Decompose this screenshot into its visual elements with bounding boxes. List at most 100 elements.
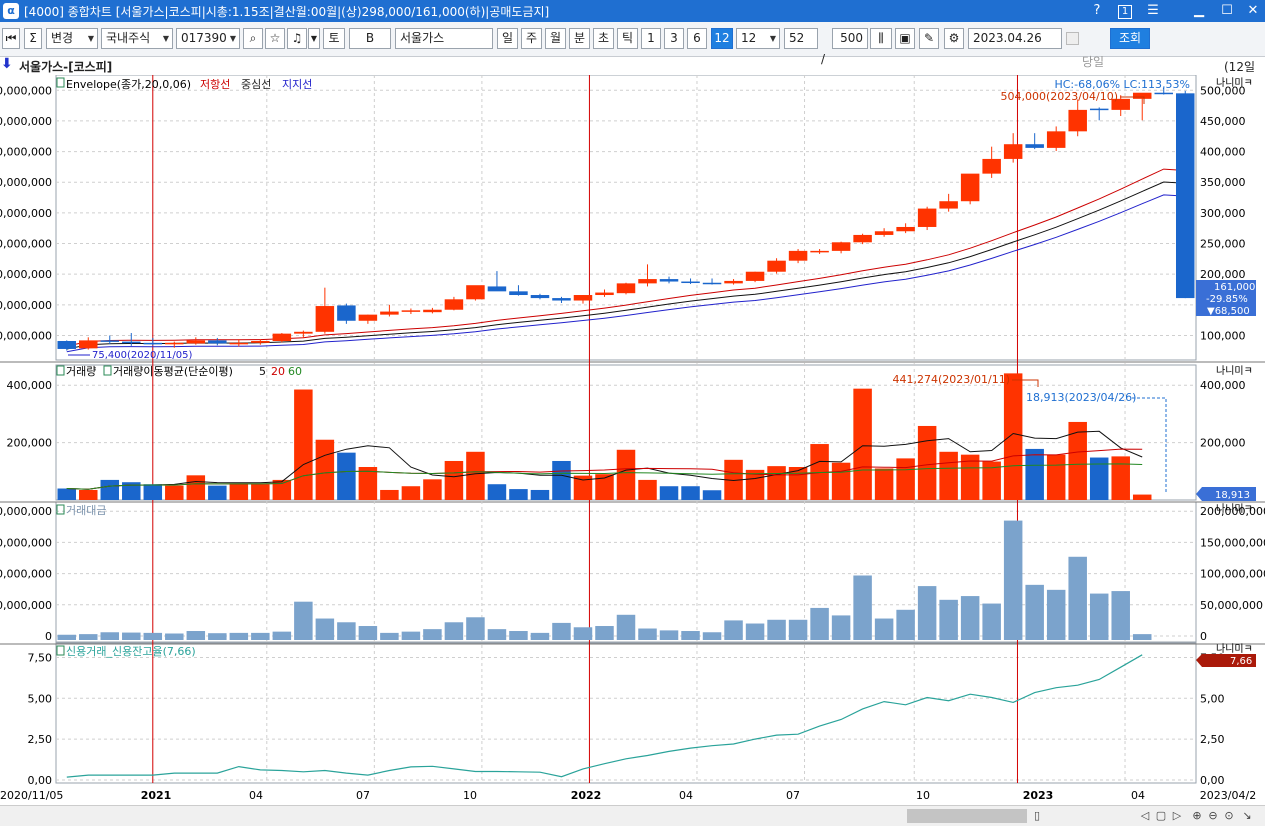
- scroll-end-icon[interactable]: ↘: [1242, 809, 1252, 822]
- max-count-input[interactable]: 500: [832, 28, 868, 49]
- same-day-label: 당일: [1082, 55, 1105, 69]
- maximize-icon[interactable]: ☐: [1221, 3, 1233, 18]
- volume-ma60-line: [66, 463, 1143, 490]
- period-minute-button[interactable]: 분: [569, 28, 590, 49]
- amount-bar: [681, 631, 700, 640]
- amount-y-tick-right: 0: [1200, 630, 1207, 643]
- price-candle: [960, 173, 980, 202]
- interval-select[interactable]: 12: [736, 28, 780, 49]
- period-12-button[interactable]: 12: [711, 28, 733, 49]
- volume-bar: [315, 439, 335, 500]
- scroll-right-icon[interactable]: ▷: [1172, 809, 1182, 822]
- code-select[interactable]: 017390: [176, 28, 240, 49]
- period-3-button[interactable]: 3: [664, 28, 684, 49]
- help-icon[interactable]: ?: [1093, 3, 1101, 18]
- price-candle: [1175, 93, 1195, 299]
- price-candle: [1025, 144, 1044, 148]
- b-button[interactable]: B: [349, 28, 391, 49]
- pen-icon[interactable]: ✎: [919, 28, 939, 49]
- save-icon[interactable]: ▣: [895, 28, 915, 49]
- volume-bar: [638, 479, 657, 500]
- amount-y-tick-right: 200,000,000: [1200, 505, 1265, 518]
- chevron-down-icon[interactable]: ▼: [308, 28, 320, 49]
- period-day-button[interactable]: 일: [497, 28, 518, 49]
- x-axis-label: 2020/11/05: [0, 789, 63, 802]
- amount-bar: [767, 619, 786, 640]
- amount-bar: [466, 617, 485, 640]
- volume-bar: [1068, 421, 1087, 500]
- price-high-pointer: [1120, 96, 1145, 104]
- volume-legend: 거래량: [66, 365, 96, 378]
- zoom-out-icon[interactable]: ⊖: [1208, 809, 1218, 822]
- zoom-reset-icon[interactable]: ⊙: [1224, 809, 1234, 822]
- sigma-icon[interactable]: Σ: [24, 28, 42, 49]
- period-1-button[interactable]: 1: [641, 28, 661, 49]
- price-candle: [982, 158, 1001, 174]
- date-input[interactable]: 2023.04.26: [968, 28, 1062, 49]
- x-axis-label: 07: [786, 789, 800, 802]
- scroll-start-icon[interactable]: ▯: [1033, 809, 1041, 822]
- horizontal-scrollbar[interactable]: ▯ ◁ ▢ ▷ ⊕ ⊖ ⊙ ↘: [0, 805, 1265, 826]
- price-candle: [444, 299, 464, 310]
- count-input[interactable]: 52: [784, 28, 818, 49]
- chart-canvas[interactable]: 500,000,000450,000,000400,000,000350,000…: [0, 75, 1265, 805]
- amount-y-tick-left: 50,000,000: [0, 599, 52, 612]
- change-select[interactable]: 변경: [46, 28, 98, 49]
- center-legend: 중심선: [241, 78, 271, 91]
- price-candle: [659, 279, 679, 282]
- volume-bar: [702, 490, 722, 500]
- period-week-button[interactable]: 주: [521, 28, 542, 49]
- to-button[interactable]: 토: [323, 28, 345, 49]
- price-candle: [1068, 109, 1087, 132]
- bell-icon[interactable]: ♫: [287, 28, 307, 49]
- minimize-icon[interactable]: ▁: [1194, 3, 1204, 18]
- x-axis-label: 10: [916, 789, 930, 802]
- first-icon[interactable]: ⏮: [2, 28, 20, 49]
- hc-lc-label: HC:-68,06% LC:113,53%: [1054, 78, 1190, 91]
- amount-bar: [896, 609, 915, 640]
- search-icon[interactable]: ⌕: [243, 28, 263, 49]
- amount-bar: [616, 614, 636, 640]
- volume-bar: [1132, 494, 1152, 500]
- amount-legend: 거래대금: [66, 504, 106, 517]
- price-y-tick-left: 300,000,000: [0, 207, 52, 220]
- volume-bar: [831, 462, 851, 500]
- amount-bar: [1068, 556, 1087, 640]
- market-select[interactable]: 국내주식: [101, 28, 173, 49]
- credit-ratio-line: [66, 654, 1143, 778]
- title-bar: α [4000] 종합차트 [서울가스|코스피|시총:1.15조|결산월:00월…: [0, 0, 1265, 22]
- menu-icon[interactable]: ☰: [1147, 3, 1159, 18]
- same-day-checkbox[interactable]: [1066, 32, 1079, 45]
- gear-icon[interactable]: ⚙: [944, 28, 964, 49]
- scrollbar-thumb[interactable]: [907, 809, 1027, 823]
- volume-bar: [874, 468, 894, 500]
- period-6-button[interactable]: 6: [687, 28, 707, 49]
- price-candle: [57, 340, 77, 349]
- price-y-tick-left: 350,000,000: [0, 176, 52, 189]
- query-button[interactable]: 조회: [1110, 28, 1150, 49]
- candle-type-icon[interactable]: ⫼: [870, 28, 892, 49]
- volume-bar: [401, 486, 421, 500]
- close-icon[interactable]: ✕: [1247, 3, 1259, 18]
- credit-y-tick-left: 7,50: [28, 651, 53, 664]
- zoom-in-icon[interactable]: ⊕: [1192, 809, 1202, 822]
- amount-bar: [810, 607, 829, 640]
- period-month-button[interactable]: 월: [545, 28, 566, 49]
- volume-bar: [1003, 373, 1023, 500]
- panel-frame-3: [55, 642, 1197, 784]
- scroll-left-icon[interactable]: ◁: [1140, 809, 1150, 822]
- volume-bar: [79, 489, 98, 500]
- stock-name-field[interactable]: 서울가스: [395, 28, 493, 49]
- price-candle: [380, 311, 399, 315]
- period-second-button[interactable]: 초: [593, 28, 614, 49]
- volume-last-pointer: [1132, 397, 1167, 494]
- period-tick-button[interactable]: 틱: [617, 28, 638, 49]
- window-number-icon[interactable]: 1: [1116, 2, 1134, 20]
- amount-bar: [1046, 589, 1066, 640]
- star-icon[interactable]: ☆: [265, 28, 285, 49]
- amount-bar: [917, 586, 937, 640]
- amount-bar: [552, 622, 571, 640]
- credit-y-tick-left: 2,50: [28, 733, 53, 746]
- envelope-resistance-line: [66, 168, 1186, 347]
- scroll-stop-icon[interactable]: ▢: [1155, 809, 1167, 822]
